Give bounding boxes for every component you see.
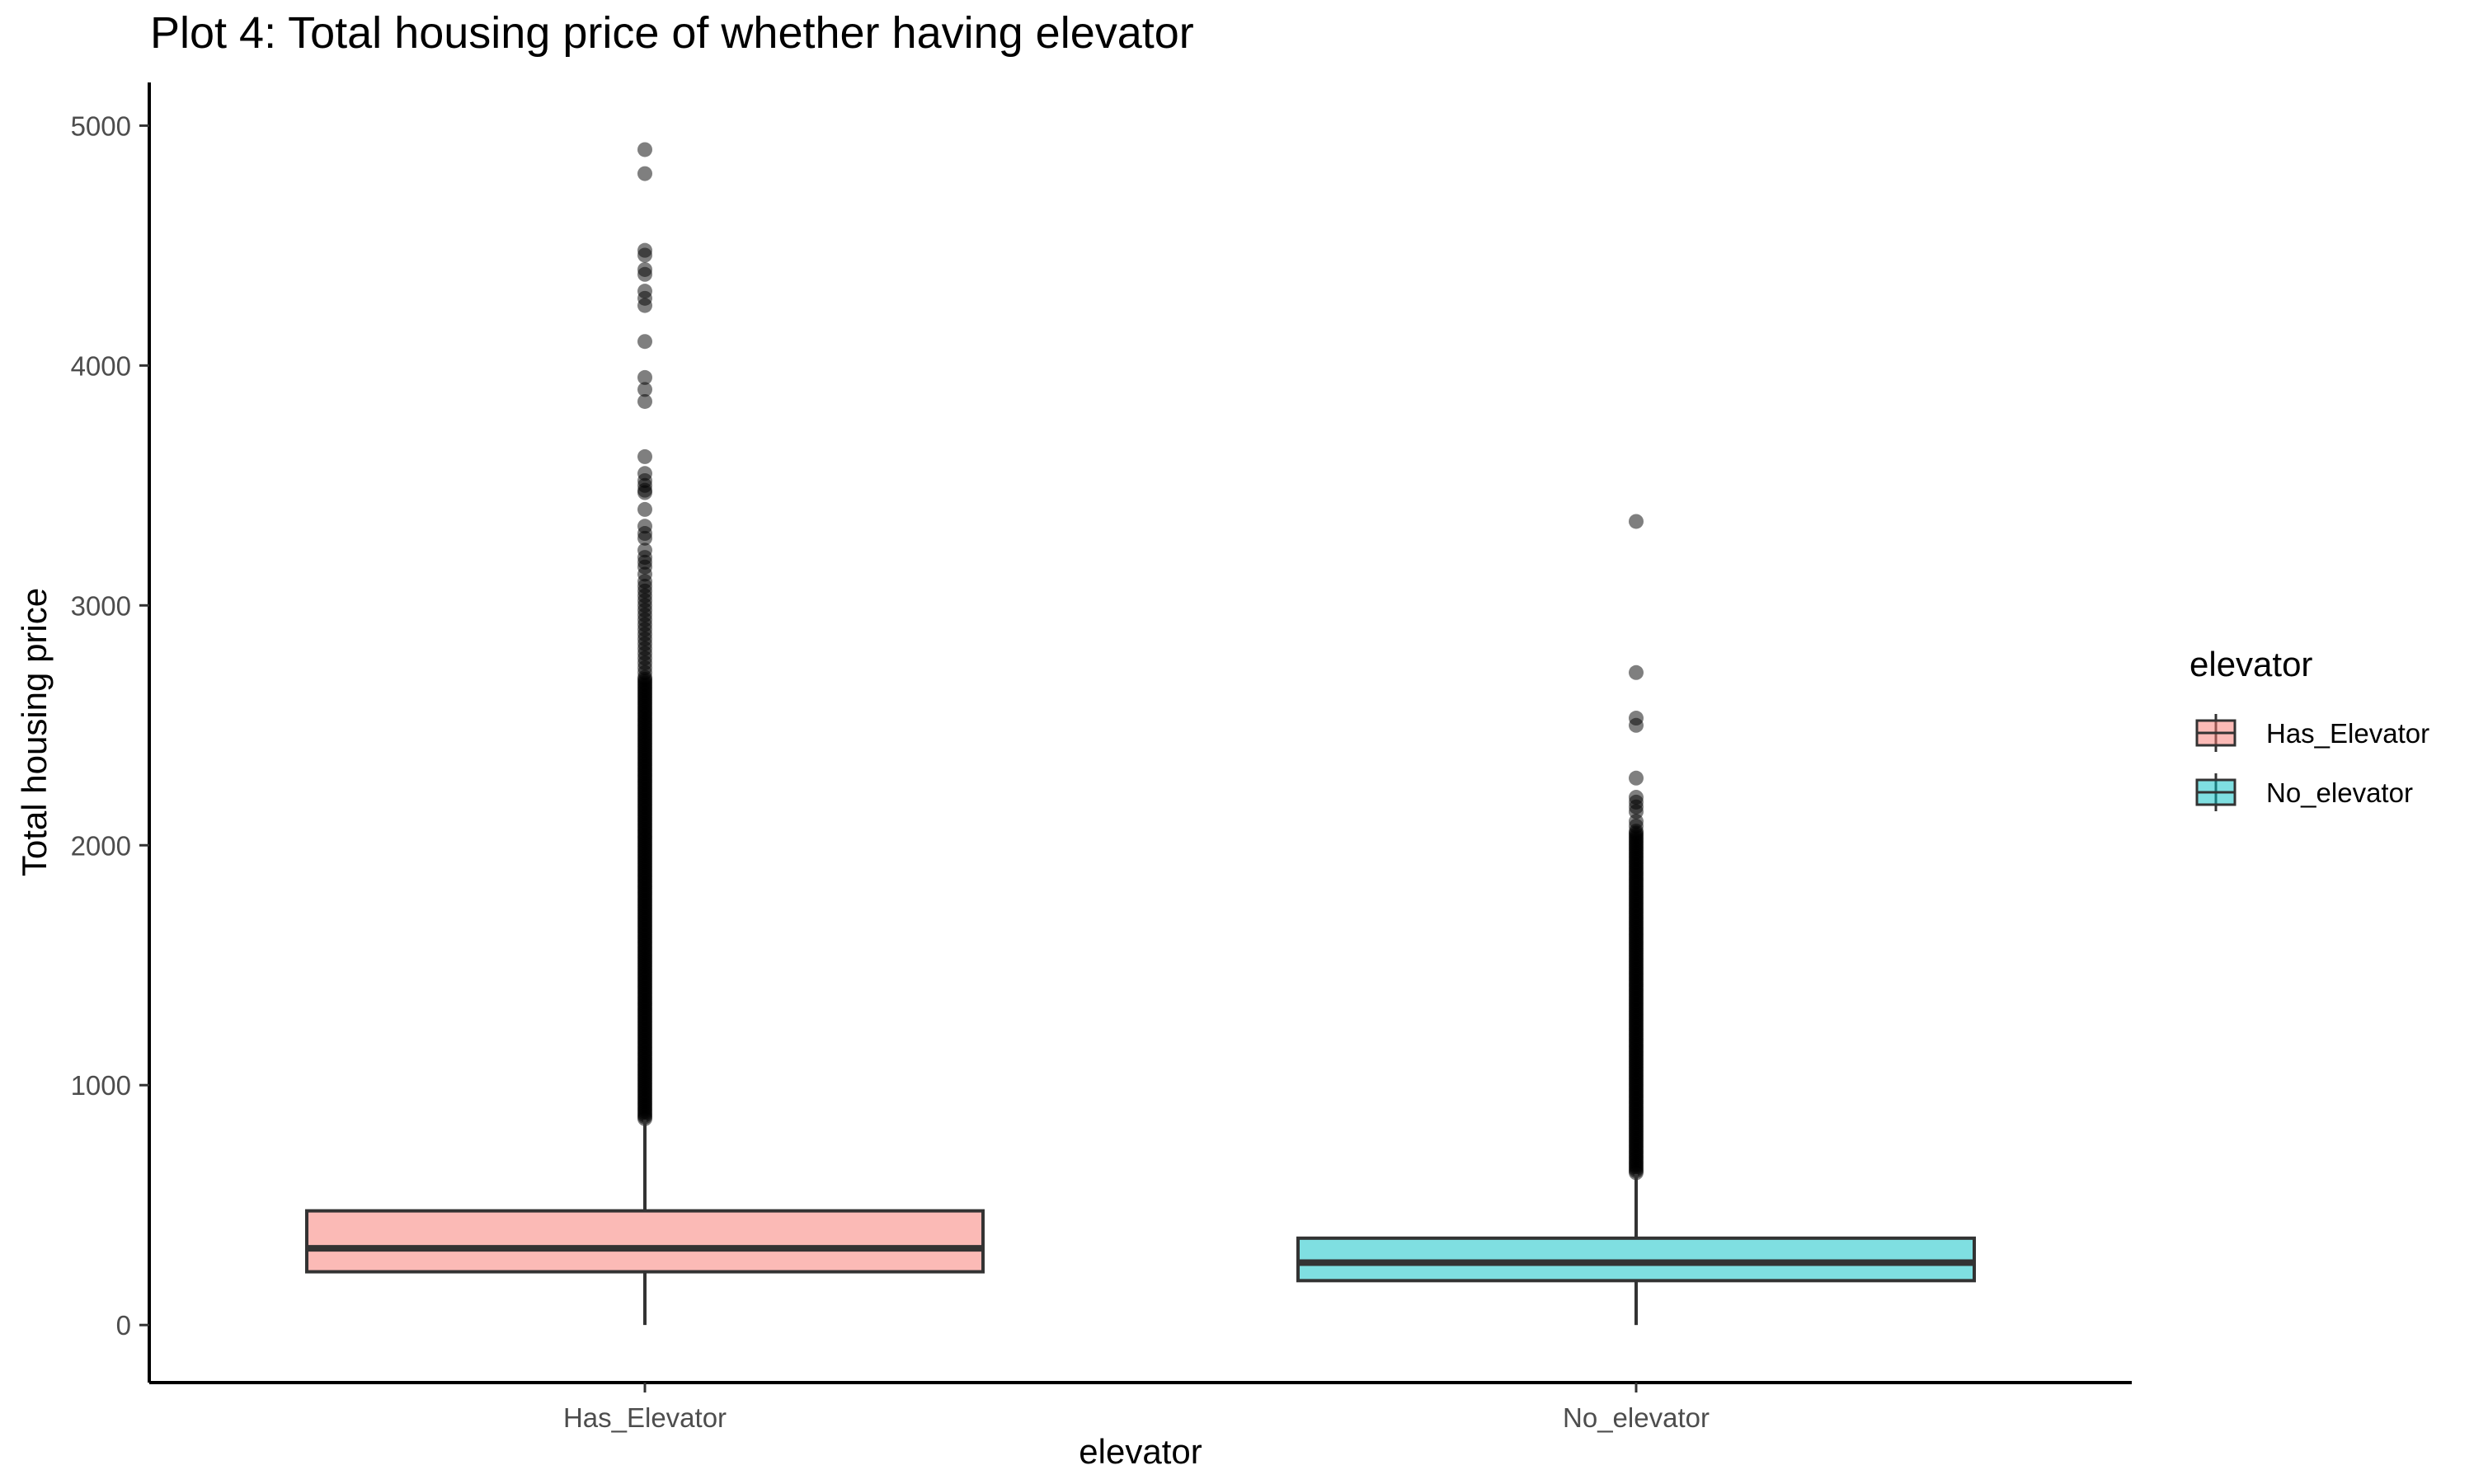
legend: elevator Has_Elevator No_elevator: [2189, 645, 2429, 811]
iqr-box: [305, 1209, 985, 1274]
legend-title: elevator: [2189, 645, 2312, 683]
y-tick-label: 0: [116, 1310, 131, 1341]
outlier-point: [637, 266, 652, 282]
plot-area: [305, 142, 1976, 1326]
outlier-point: [1629, 665, 1644, 680]
y-tick-label: 1000: [71, 1070, 131, 1101]
outlier-point: [637, 501, 652, 517]
outlier-point: [1629, 770, 1644, 786]
outlier-point: [637, 298, 652, 313]
outlier-point: [1629, 818, 1644, 834]
outlier-point: [637, 369, 652, 385]
x-axis-label: elevator: [1079, 1432, 1202, 1471]
legend-item-has-elevator: Has_Elevator: [2195, 714, 2429, 752]
y-axis-label: Total housing price: [15, 588, 54, 876]
legend-item-label: No_elevator: [2266, 777, 2413, 808]
outlier-point: [637, 334, 652, 350]
legend-item-label: Has_Elevator: [2266, 718, 2429, 749]
y-tick-label: 5000: [71, 110, 131, 141]
outlier-point: [637, 247, 652, 263]
box-group-has-elevator: [305, 142, 985, 1326]
legend-item-no-elevator: No_elevator: [2195, 773, 2413, 811]
outlier-point: [1629, 514, 1644, 529]
y-tick-label: 4000: [71, 350, 131, 381]
y-tick-label: 3000: [71, 590, 131, 621]
y-tick-label: 2000: [71, 830, 131, 861]
outlier-point: [637, 448, 652, 464]
outlier-point: [637, 393, 652, 409]
outlier-point: [637, 166, 652, 181]
outlier-point: [1629, 717, 1644, 733]
box-group-no-elevator: [1296, 514, 1976, 1326]
y-ticks: 0 1000 2000 3000 4000 5000: [71, 110, 149, 1341]
x-tick-label: No_elevator: [1563, 1402, 1710, 1433]
outlier-point: [637, 530, 652, 546]
chart-title: Plot 4: Total housing price of whether h…: [150, 8, 1194, 58]
outlier-point: [637, 485, 652, 500]
x-tick-label: Has_Elevator: [563, 1402, 727, 1433]
outlier-point: [637, 382, 652, 397]
outlier-point: [637, 665, 652, 680]
outlier-point: [637, 142, 652, 157]
x-ticks: Has_Elevator No_elevator: [563, 1383, 1710, 1433]
